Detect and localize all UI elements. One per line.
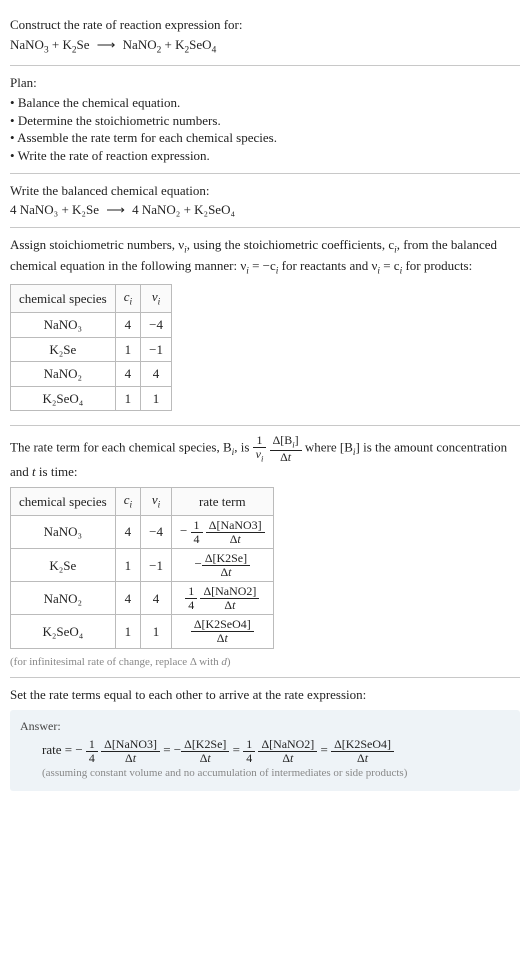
col-header: νi	[141, 487, 172, 515]
table-row: K₂SeO₄11	[11, 386, 172, 411]
stoich-paragraph: Assign stoichiometric numbers, νi, using…	[10, 236, 520, 278]
stoich-table: chemical species ci νi NaNO₃4−4 K₂Se1−1 …	[10, 284, 172, 411]
fraction: Δ[Bi]Δt	[270, 434, 302, 463]
col-header: νi	[141, 285, 172, 313]
answer-equation: rate = − 14 Δ[NaNO3]Δt = −Δ[K2Se]Δt = 14…	[42, 738, 510, 764]
stoich-section: Assign stoichiometric numbers, νi, using…	[10, 228, 520, 427]
reaction-arrow-icon: ⟶	[102, 202, 129, 217]
balanced-section: Write the balanced chemical equation: 4 …	[10, 174, 520, 228]
answer-note: (assuming constant volume and no accumul…	[42, 766, 510, 781]
final-section: Set the rate terms equal to each other t…	[10, 678, 520, 799]
prompt-equation: NaNO3 + K2Se ⟶ NaNO2 + K2SeO4	[10, 36, 520, 57]
col-header: ci	[115, 487, 140, 515]
rateterm-section: The rate term for each chemical species,…	[10, 426, 520, 678]
col-header: rate term	[171, 487, 273, 515]
plan-item: Write the rate of reaction expression.	[10, 147, 520, 165]
prompt-section: Construct the rate of reaction expressio…	[10, 8, 520, 66]
table-row: K₂SeO₄11Δ[K2SeO4]Δt	[11, 615, 274, 648]
col-header: chemical species	[11, 285, 116, 313]
plan-item: Assemble the rate term for each chemical…	[10, 129, 520, 147]
reaction-arrow-icon: ⟶	[93, 37, 120, 52]
plan-item: Balance the chemical equation.	[10, 94, 520, 112]
rateterm-paragraph: The rate term for each chemical species,…	[10, 434, 520, 481]
rateterm-table: chemical species ci νi rate term NaNO₃4−…	[10, 487, 274, 649]
plan-section: Plan: Balance the chemical equation. Det…	[10, 66, 520, 174]
plan-item: Determine the stoichiometric numbers.	[10, 112, 520, 130]
answer-box: Answer: rate = − 14 Δ[NaNO3]Δt = −Δ[K2Se…	[10, 710, 520, 791]
final-heading: Set the rate terms equal to each other t…	[10, 686, 520, 704]
rateterm-note: (for infinitesimal rate of change, repla…	[10, 655, 520, 670]
balanced-equation: 4 NaNO₃ + K₂Se ⟶ 4 NaNO₂ + K₂SeO₄	[10, 201, 520, 219]
answer-label: Answer:	[20, 718, 510, 734]
plan-heading: Plan:	[10, 74, 520, 92]
col-header: ci	[115, 285, 140, 313]
plan-list: Balance the chemical equation. Determine…	[10, 94, 520, 164]
balanced-heading: Write the balanced chemical equation:	[10, 182, 520, 200]
table-row: K₂Se1−1−Δ[K2Se]Δt	[11, 549, 274, 582]
table-row: NaNO₃4−4− 14 Δ[NaNO3]Δt	[11, 516, 274, 549]
table-row: NaNO₂44 14 Δ[NaNO2]Δt	[11, 582, 274, 615]
prompt-line1: Construct the rate of reaction expressio…	[10, 16, 520, 34]
col-header: chemical species	[11, 487, 116, 515]
table-row: NaNO₂44	[11, 362, 172, 387]
table-header-row: chemical species ci νi rate term	[11, 487, 274, 515]
fraction: 1νi	[253, 434, 267, 463]
table-row: K₂Se1−1	[11, 337, 172, 362]
table-row: NaNO₃4−4	[11, 313, 172, 338]
table-header-row: chemical species ci νi	[11, 285, 172, 313]
